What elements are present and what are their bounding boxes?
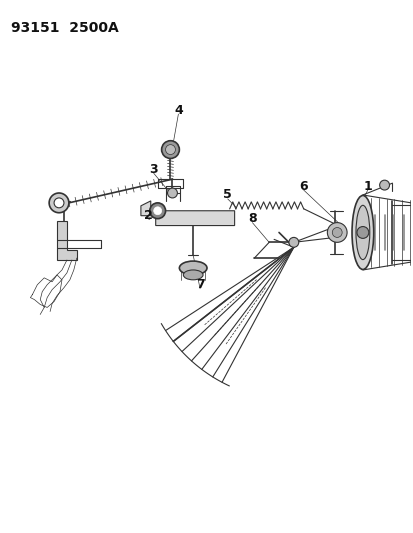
Ellipse shape <box>351 196 373 270</box>
Circle shape <box>49 193 69 213</box>
Polygon shape <box>57 221 76 260</box>
Circle shape <box>379 180 389 190</box>
Text: 6: 6 <box>299 180 307 192</box>
Text: 7: 7 <box>195 278 204 291</box>
Circle shape <box>150 203 165 219</box>
Text: 3: 3 <box>149 163 158 176</box>
Circle shape <box>161 141 179 158</box>
Text: 93151  2500A: 93151 2500A <box>11 21 118 35</box>
Ellipse shape <box>179 261 206 275</box>
Ellipse shape <box>355 205 369 260</box>
Circle shape <box>165 144 175 155</box>
Text: 5: 5 <box>223 189 232 201</box>
Circle shape <box>356 227 368 238</box>
Text: 8: 8 <box>247 212 256 225</box>
Circle shape <box>167 188 177 198</box>
Circle shape <box>327 223 346 243</box>
Circle shape <box>54 198 64 208</box>
Ellipse shape <box>183 270 202 280</box>
Circle shape <box>153 207 161 215</box>
Circle shape <box>332 228 341 237</box>
Text: 4: 4 <box>173 103 182 117</box>
Polygon shape <box>140 201 234 225</box>
Circle shape <box>288 237 298 247</box>
Text: 2: 2 <box>144 209 153 222</box>
Text: 1: 1 <box>363 180 371 192</box>
